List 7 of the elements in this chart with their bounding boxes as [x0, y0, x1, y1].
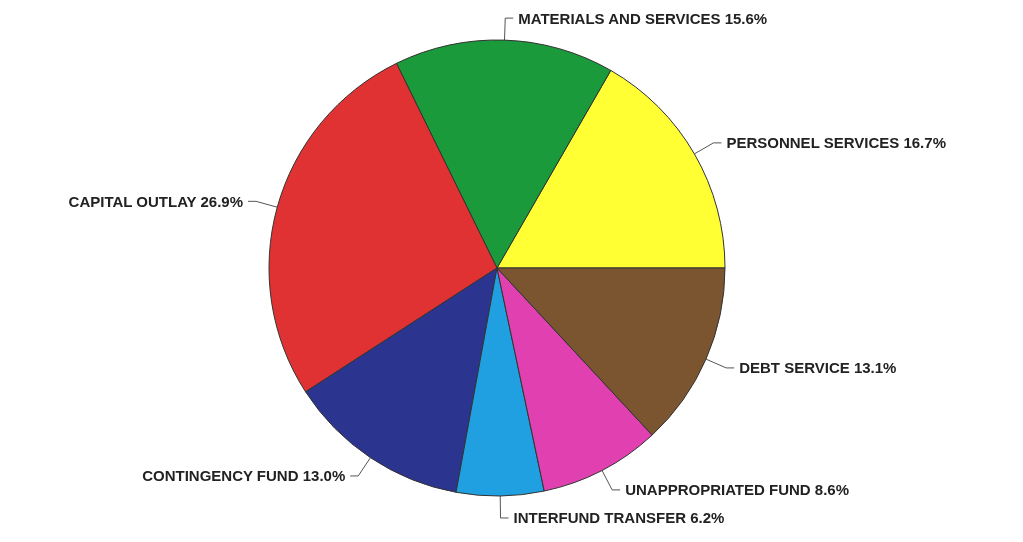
- slice-label: UNAPPROPRIATED FUND 8.6%: [625, 481, 850, 499]
- slice-label: CONTINGENCY FUND 13.0%: [142, 467, 346, 485]
- slice-label: INTERFUND TRANSFER 6.2%: [513, 509, 725, 527]
- slice-label: PERSONNEL SERVICES 16.7%: [726, 134, 946, 152]
- slice-label: MATERIALS AND SERVICES 15.6%: [518, 9, 768, 27]
- slice-label: CAPITAL OUTLAY 26.9%: [68, 192, 244, 210]
- slice-label: DEBT SERVICE 13.1%: [739, 359, 897, 377]
